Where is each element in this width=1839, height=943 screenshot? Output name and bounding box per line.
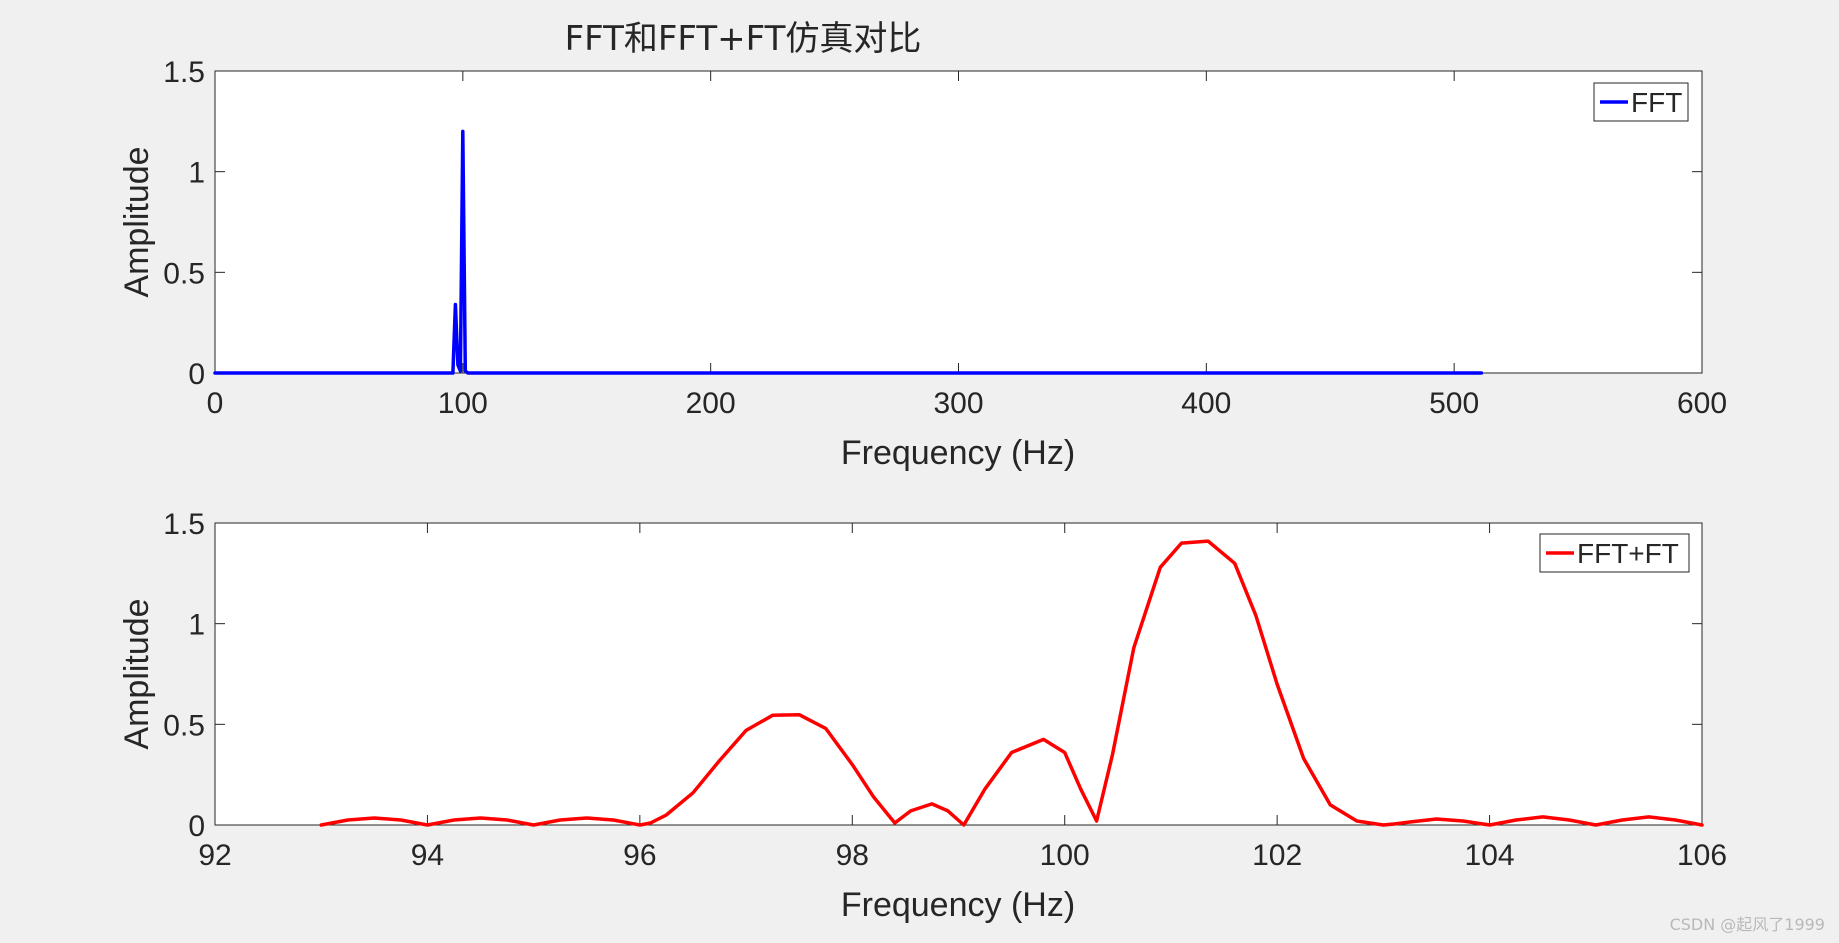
bottom-y-axis-label: Amplitude xyxy=(118,598,156,749)
bottom-x-axis-label: Frequency (Hz) xyxy=(841,886,1075,924)
top-x-ticks: 0 100 200 300 400 500 600 xyxy=(207,71,1727,420)
bottom-series-line xyxy=(319,539,1704,827)
top-x-tick-label: 400 xyxy=(1181,387,1231,420)
bottom-x-tick-label: 100 xyxy=(1040,839,1090,872)
bottom-y-ticks: 0 0.5 1 1.5 xyxy=(163,508,1702,843)
top-plot-lines xyxy=(213,129,1484,375)
top-y-tick-label: 0.5 xyxy=(163,257,205,290)
top-y-ticks: 0 0.5 1 1.5 xyxy=(163,56,1702,391)
bottom-y-tick-label: 0 xyxy=(188,810,205,843)
bottom-y-tick-label: 0.5 xyxy=(163,709,205,742)
bottom-x-tick-label: 96 xyxy=(623,839,656,872)
bottom-legend: FFT+FT xyxy=(1539,533,1690,573)
bottom-x-tick-label: 106 xyxy=(1677,839,1727,872)
bottom-legend-label: FFT+FT xyxy=(1577,538,1679,569)
top-x-tick-label: 200 xyxy=(686,387,736,420)
chart-title: FFT和FFT+FT仿真对比 xyxy=(565,19,922,59)
bottom-x-tick-label: 102 xyxy=(1252,839,1302,872)
top-x-tick-label: 600 xyxy=(1677,387,1727,420)
top-y-axis-label: Amplitude xyxy=(118,146,156,297)
top-y-tick-label: 1 xyxy=(188,157,205,190)
top-axes-background xyxy=(214,70,1703,374)
top-x-tick-label: 500 xyxy=(1429,387,1479,420)
top-legend: FFT xyxy=(1593,82,1689,122)
top-y-tick-label: 0 xyxy=(188,358,205,391)
bottom-x-ticks: 92 94 96 98 100 102 104 106 xyxy=(198,523,1727,872)
top-x-tick-label: 300 xyxy=(933,387,983,420)
bottom-axes: Amplitude Frequency (Hz) 92 94 96 98 100 102 1… xyxy=(118,508,1727,924)
top-axes: Amplitude Frequency (Hz) 0 100 200 300 400 50… xyxy=(118,56,1727,472)
bottom-x-tick-label: 104 xyxy=(1465,839,1515,872)
top-x-axis-label: Frequency (Hz) xyxy=(841,434,1075,472)
bottom-axes-background xyxy=(214,522,1703,826)
bottom-y-tick-label: 1.5 xyxy=(163,508,205,541)
top-x-tick-label: 0 xyxy=(207,387,224,420)
bottom-plot-lines xyxy=(319,539,1704,827)
top-legend-label: FFT xyxy=(1631,87,1682,118)
top-x-tick-label: 100 xyxy=(438,387,488,420)
bottom-x-tick-label: 94 xyxy=(411,839,444,872)
top-series-line xyxy=(213,129,1484,375)
bottom-x-tick-label: 92 xyxy=(198,839,231,872)
bottom-y-tick-label: 1 xyxy=(188,609,205,642)
bottom-x-tick-label: 98 xyxy=(836,839,869,872)
top-y-tick-label: 1.5 xyxy=(163,56,205,89)
watermark: CSDN @起风了1999 xyxy=(1669,915,1825,934)
